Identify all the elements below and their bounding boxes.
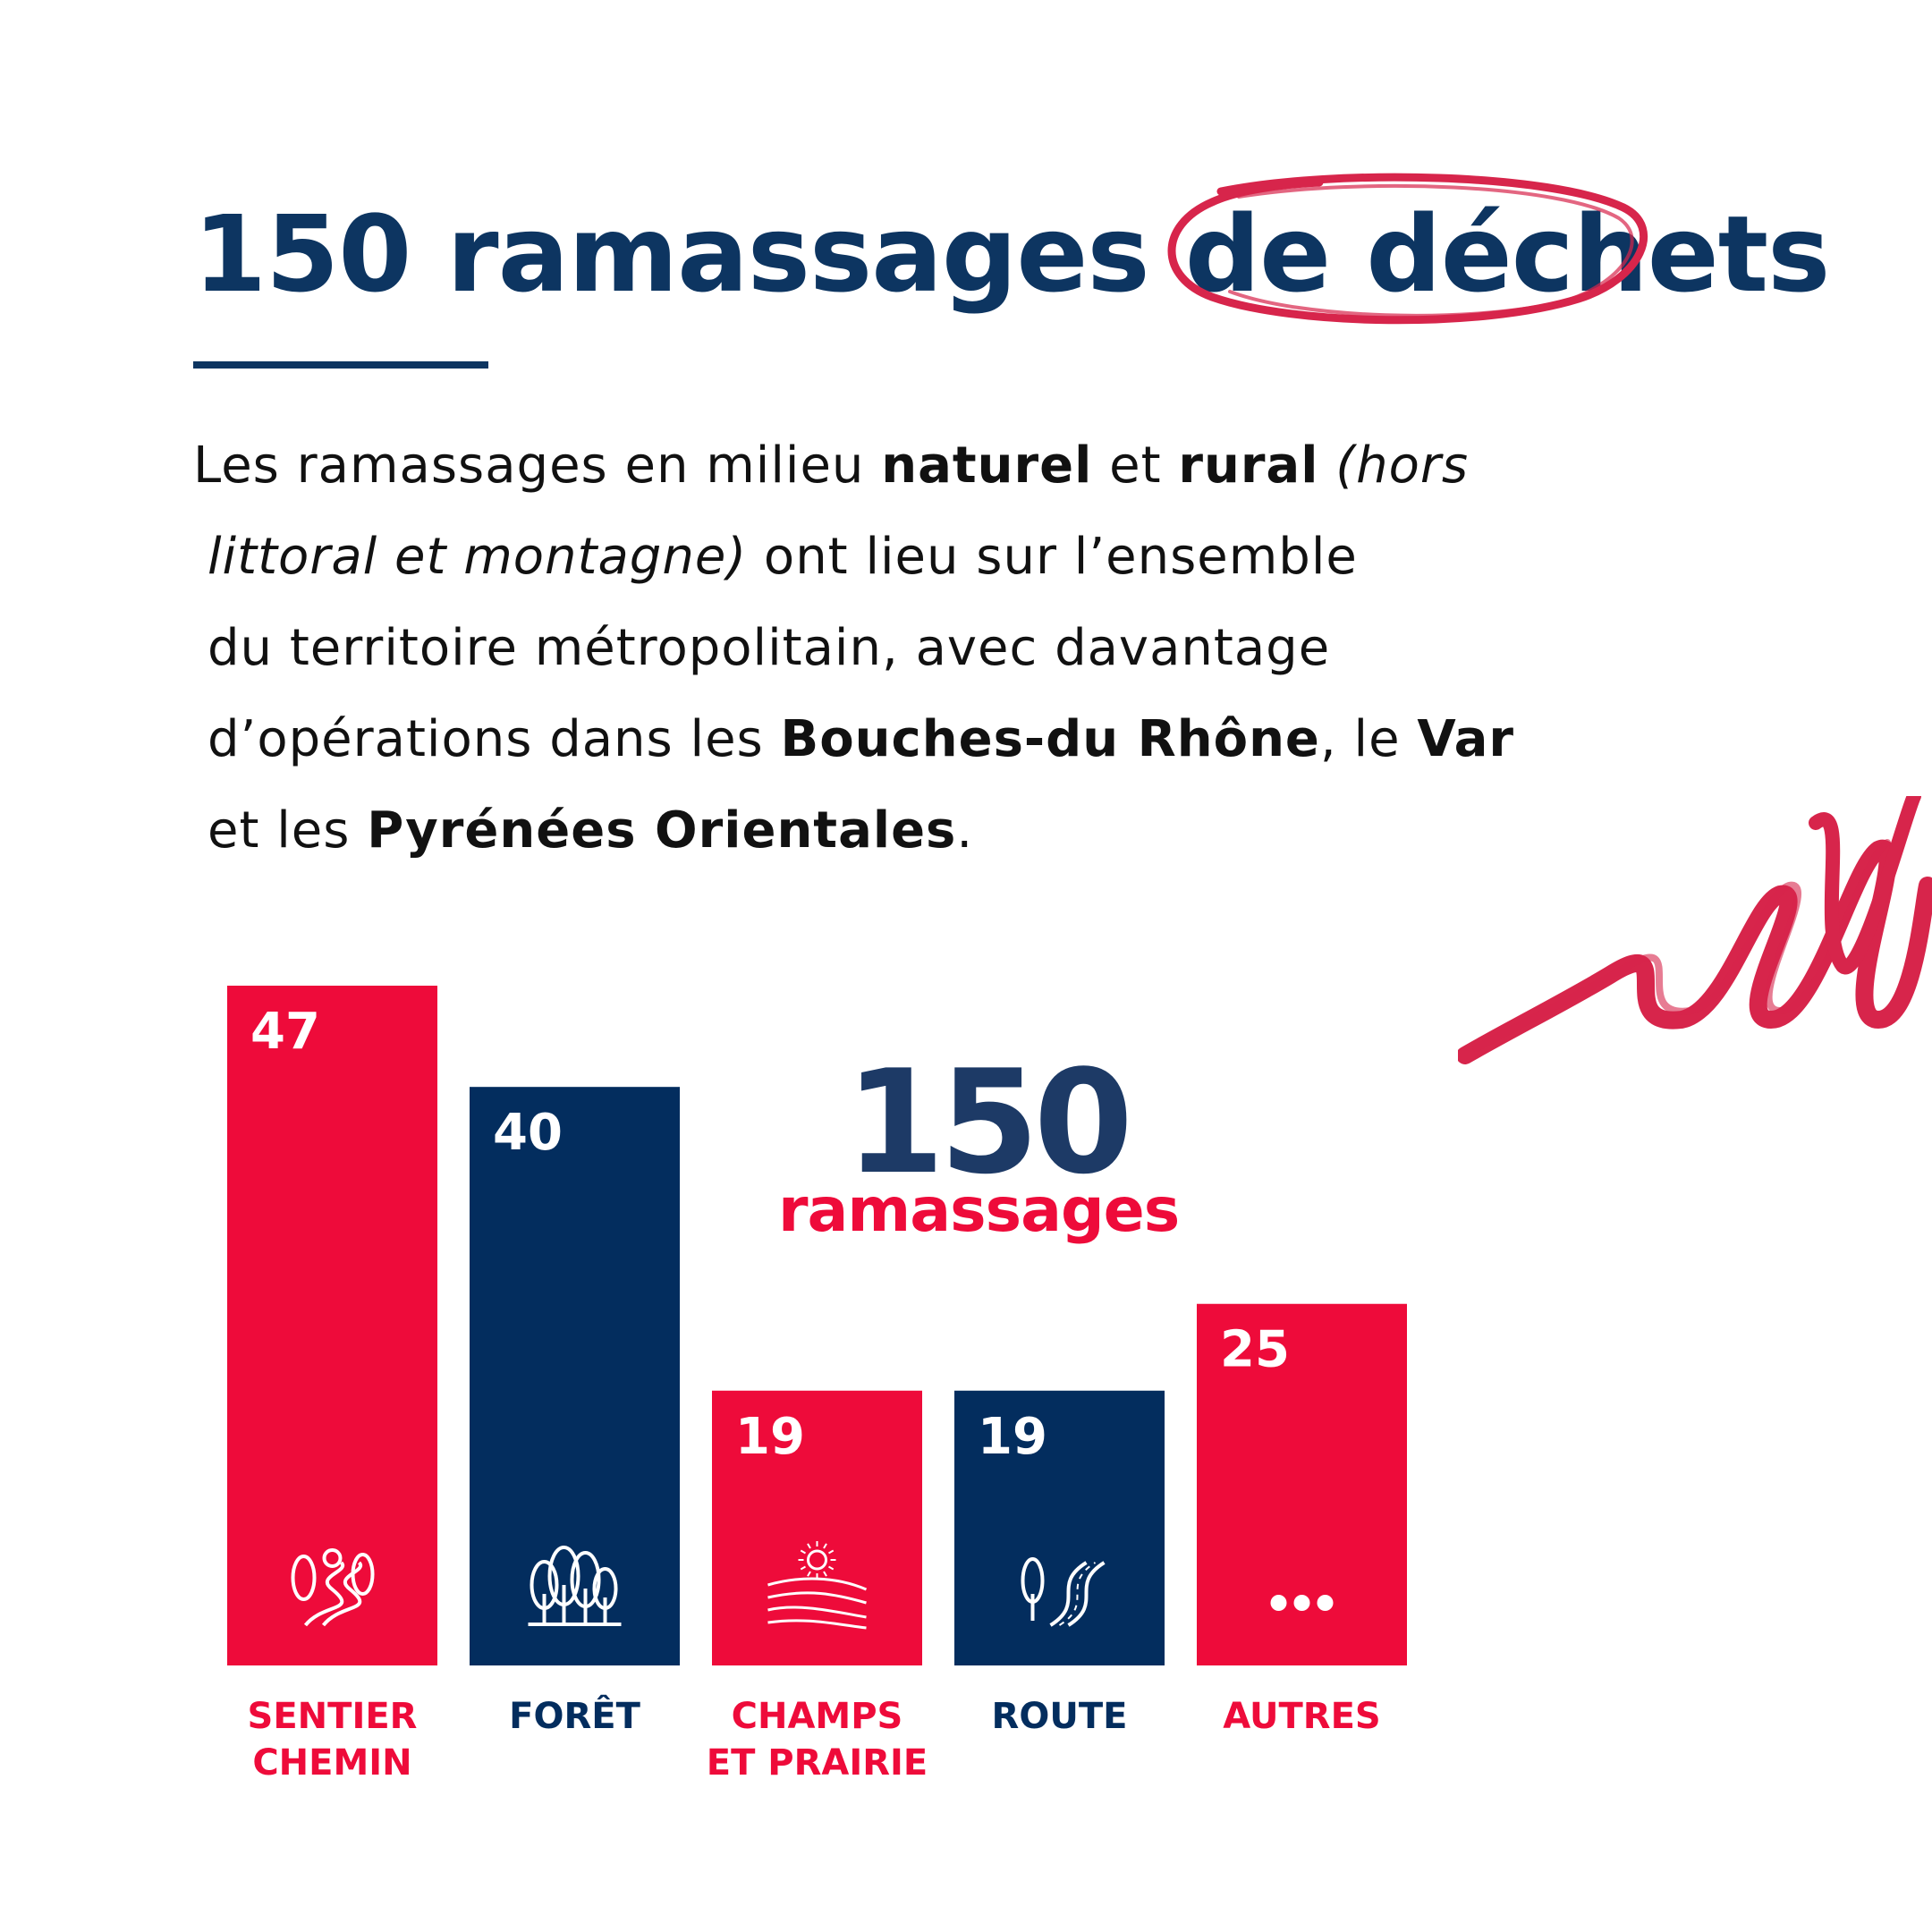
category-label: CHEMIN — [252, 1742, 411, 1784]
path-trees-icon — [291, 1548, 375, 1627]
title-prefix: 150 ramassages de — [193, 192, 1367, 316]
text: du territoire métropolitain, avec davant… — [208, 619, 1331, 677]
bar-3 — [712, 1390, 922, 1665]
bar-value-label: 25 — [1220, 1321, 1290, 1379]
bold-text: Pyrénées Orientales — [367, 801, 957, 860]
text: et — [1092, 436, 1179, 495]
paragraph-line-5: et les Pyrénées Orientales. — [193, 785, 1589, 877]
bar-value-label: 19 — [978, 1408, 1047, 1466]
category-label: FORÊT — [509, 1694, 640, 1737]
category-label: AUTRES — [1223, 1696, 1380, 1737]
text: et les — [208, 801, 368, 860]
total-label: ramassages — [778, 1175, 1180, 1246]
category-label: SENTIER — [248, 1696, 418, 1737]
bar-2 — [470, 1087, 680, 1665]
scribble-circle-icon — [1167, 173, 1648, 325]
category-label: ROUTE — [992, 1696, 1128, 1737]
bold-text: Bouches-du Rhône — [780, 710, 1320, 768]
paragraph-line-3: du territoire métropolitain, avec davant… — [193, 603, 1589, 694]
dots-icon — [1270, 1595, 1334, 1611]
fields-sun-icon — [767, 1541, 868, 1630]
scribble-zigzag-icon — [1458, 796, 1932, 1064]
text: , le — [1319, 710, 1418, 768]
text: d’opérations dans les — [208, 710, 781, 768]
total-number: 150 — [845, 1038, 1133, 1206]
bar-value-label: 47 — [250, 1003, 320, 1061]
bold-text: rural — [1178, 436, 1319, 495]
bold-text: Var — [1417, 710, 1515, 768]
bar-value-label: 40 — [493, 1104, 563, 1162]
bar-1 — [227, 986, 437, 1665]
text: ont lieu sur l’ensemble — [747, 528, 1358, 586]
paragraph-line-2: littoral et montagne) ont lieu sur l’ens… — [193, 512, 1589, 603]
bold-text: naturel — [881, 436, 1093, 495]
road-tree-icon — [1021, 1557, 1106, 1627]
page-title: 150 ramassages de déchets — [193, 192, 1830, 316]
forest-icon — [528, 1546, 622, 1626]
text: . — [956, 801, 974, 860]
bar-value-label: 19 — [735, 1408, 805, 1466]
paragraph-line-1: Les ramassages en milieu naturel et rura… — [193, 420, 1589, 512]
title-divider — [193, 361, 488, 369]
category-label: CHAMPS — [732, 1696, 903, 1737]
paragraph-line-4: d’opérations dans les Bouches-du Rhône, … — [193, 694, 1589, 785]
intro-paragraph: Les ramassages en milieu naturel et rura… — [193, 420, 1589, 877]
italic-text: littoral et montagne) — [208, 528, 748, 586]
category-label: ET PRAIRIE — [707, 1742, 928, 1784]
italic-text: (hors — [1318, 436, 1470, 495]
text: Les ramassages en milieu — [193, 436, 882, 495]
